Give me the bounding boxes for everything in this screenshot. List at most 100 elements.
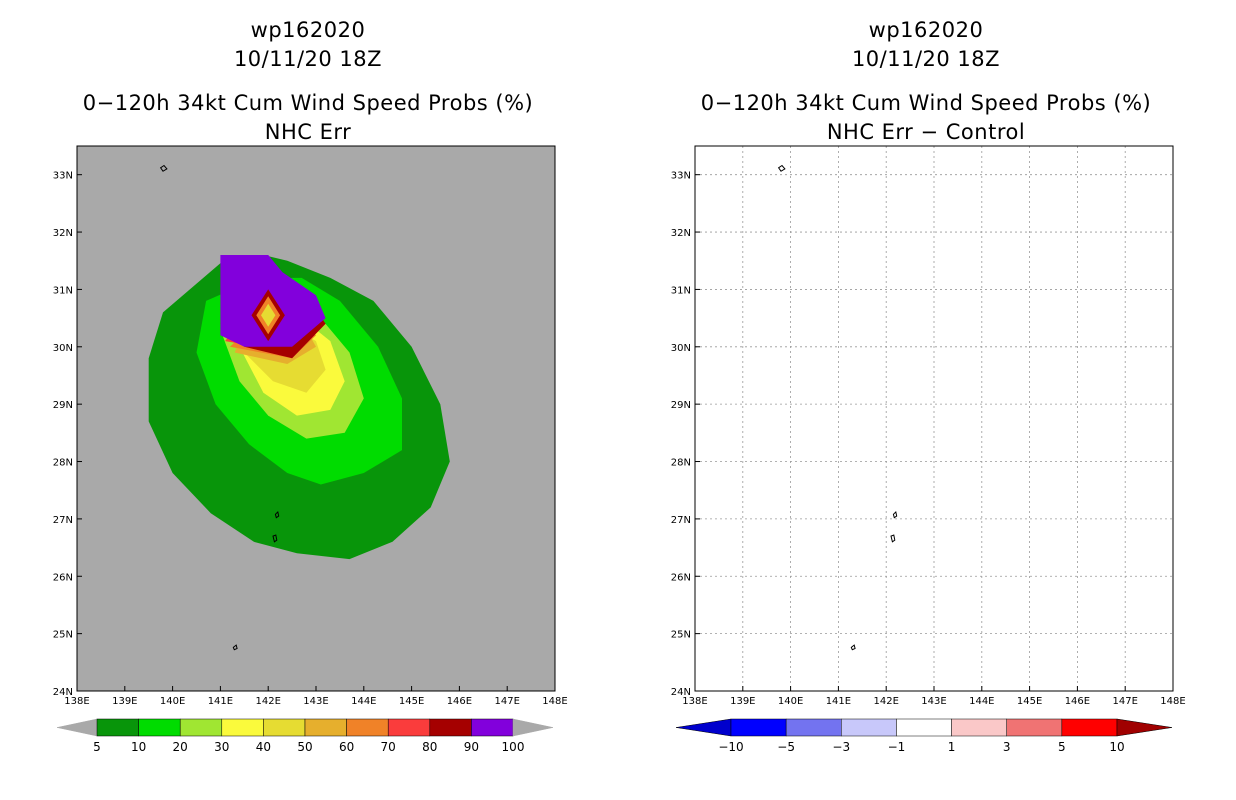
left-ytick-label-30N: 30N	[53, 343, 73, 354]
left-title-line1: wp162020	[250, 18, 366, 42]
right-island-chichijima	[892, 511, 898, 519]
right-xtick-label-144E: 144E	[969, 696, 994, 707]
right-xtick-label-143E: 143E	[921, 696, 946, 707]
left-colorbar-swatch-1	[138, 718, 181, 737]
left-plot: 138E 139E 140E 141E 142E 143E 144E 145E 146E 147E…	[53, 145, 568, 707]
left-colorbar-swatch-5	[304, 718, 347, 737]
right-ytick-label-24N: 24N	[671, 687, 691, 698]
right-xtick-label-148E: 148E	[1160, 696, 1185, 707]
right-ytick-label-29N: 29N	[671, 400, 691, 411]
left-colorbar-label-30: 30	[214, 740, 229, 754]
right-ytick-label-31N: 31N	[671, 285, 691, 296]
left-title-line2: 10/11/20 18Z	[233, 47, 383, 71]
left-colorbar: 5 10 20 30 40 50 60 70 80 90 100	[56, 718, 554, 754]
left-colorbar-swatch-3	[221, 718, 264, 737]
left-title-line3: 0−120h 34kt Cum Wind Speed Probs (%)	[82, 91, 534, 115]
left-colorbar-label-20: 20	[173, 740, 188, 754]
left-ytick-label-32N: 32N	[53, 228, 73, 239]
right-colorbar-swatch-1	[785, 718, 842, 737]
right-colorbar-label-7: 10	[1109, 740, 1124, 754]
right-xtick-label-142E: 142E	[873, 696, 898, 707]
right-island-hachijo	[777, 164, 786, 172]
right-title-line1: wp162020	[868, 18, 984, 42]
right-ytick-label-26N: 26N	[671, 572, 691, 583]
right-colorbar-label-0: −10	[718, 740, 743, 754]
right-title-line3: 0−120h 34kt Cum Wind Speed Probs (%)	[700, 91, 1152, 115]
right-ytick-label-32N: 32N	[671, 228, 691, 239]
right-island-iwo	[850, 644, 856, 651]
left-xtick-label-143E: 143E	[303, 696, 328, 707]
left-island-hahajima	[272, 534, 278, 543]
right-colorbar-arrow-left	[675, 718, 732, 737]
left-xtick-label-138E: 138E	[64, 696, 89, 707]
left-colorbar-label-70: 70	[381, 740, 396, 754]
left-colorbar-label-50: 50	[297, 740, 312, 754]
right-island-hahajima	[890, 534, 896, 543]
left-ytick-label-29N: 29N	[53, 400, 73, 411]
right-xtick-label-146E: 146E	[1065, 696, 1090, 707]
right-xtick-label-145E: 145E	[1017, 696, 1042, 707]
left-colorbar-swatch-2	[179, 718, 223, 737]
right-colorbar-swatch-6	[1061, 718, 1118, 737]
right-colorbar-swatch-2	[841, 718, 897, 737]
right-colorbar-arrow-right	[1116, 718, 1173, 737]
right-title-line2: 10/11/20 18Z	[851, 47, 1001, 71]
left-xtick-label-147E: 147E	[494, 696, 519, 707]
left-title-line4: NHC Err	[264, 120, 352, 144]
right-plot: 138E 139E 140E 141E 142E 143E 144E 145E 146E 147E…	[671, 145, 1186, 707]
right-xtick-label-140E: 140E	[778, 696, 803, 707]
right-xtick-label-147E: 147E	[1112, 696, 1137, 707]
left-xtick-label-140E: 140E	[160, 696, 185, 707]
peak-ring-40	[261, 303, 276, 327]
left-xtick-label-142E: 142E	[255, 696, 280, 707]
left-colorbar-swatch-9	[471, 718, 514, 737]
left-xtick-label-139E: 139E	[112, 696, 137, 707]
left-xtick-label-145E: 145E	[399, 696, 424, 707]
left-colorbar-label-40: 40	[256, 740, 271, 754]
right-colorbar-label-4: 1	[948, 740, 956, 754]
left-colorbar-swatch-0	[96, 718, 139, 737]
left-colorbar-label-90: 90	[464, 740, 479, 754]
left-xtick-label-141E: 141E	[208, 696, 233, 707]
right-ytick-label-27N: 27N	[671, 515, 691, 526]
left-island-hachijo	[159, 164, 168, 172]
left-ytick-label-33N: 33N	[53, 171, 73, 182]
right-ytick-label-33N: 33N	[671, 171, 691, 182]
left-xtick-label-148E: 148E	[542, 696, 567, 707]
left-colorbar-swatch-4	[263, 718, 306, 737]
right-colorbar-swatch-5	[1006, 718, 1063, 737]
left-colorbar-arrow-left	[56, 718, 98, 737]
left-ytick-label-31N: 31N	[53, 285, 73, 296]
left-colorbar-swatch-7	[387, 718, 431, 737]
right-colorbar-label-6: 5	[1058, 740, 1066, 754]
left-colorbar-label-80: 80	[422, 740, 437, 754]
left-colorbar-label-100: 100	[502, 740, 525, 754]
left-colorbar-swatch-8	[429, 718, 472, 737]
left-island-iwo	[232, 644, 238, 651]
right-ytick-label-25N: 25N	[671, 630, 691, 641]
right-colorbar-label-2: −3	[832, 740, 850, 754]
left-colorbar-label-60: 60	[339, 740, 354, 754]
left-ytick-label-25N: 25N	[53, 630, 73, 641]
right-ytick-label-28N: 28N	[671, 458, 691, 469]
right-colorbar-swatch-0	[730, 718, 787, 737]
left-colorbar-swatch-6	[346, 718, 389, 737]
right-colorbar-swatch-3	[896, 718, 952, 737]
left-ytick-label-26N: 26N	[53, 572, 73, 583]
right-title-line4: NHC Err − Control	[826, 120, 1026, 144]
right-colorbar-label-1: −5	[777, 740, 795, 754]
right-xtick-label-139E: 139E	[730, 696, 755, 707]
right-colorbar: −10 −5 −3 −1 1 3 5 10	[675, 718, 1173, 754]
left-colorbar-label-5: 5	[93, 740, 101, 754]
left-xtick-label-144E: 144E	[351, 696, 376, 707]
right-colorbar-swatch-4	[951, 718, 1007, 737]
right-xtick-label-141E: 141E	[826, 696, 851, 707]
left-ytick-label-27N: 27N	[53, 515, 73, 526]
right-colorbar-label-5: 3	[1003, 740, 1011, 754]
right-ytick-label-30N: 30N	[671, 343, 691, 354]
left-ytick-label-28N: 28N	[53, 458, 73, 469]
right-colorbar-label-3: −1	[888, 740, 906, 754]
left-colorbar-label-10: 10	[131, 740, 146, 754]
left-island-chichijima	[274, 511, 280, 519]
